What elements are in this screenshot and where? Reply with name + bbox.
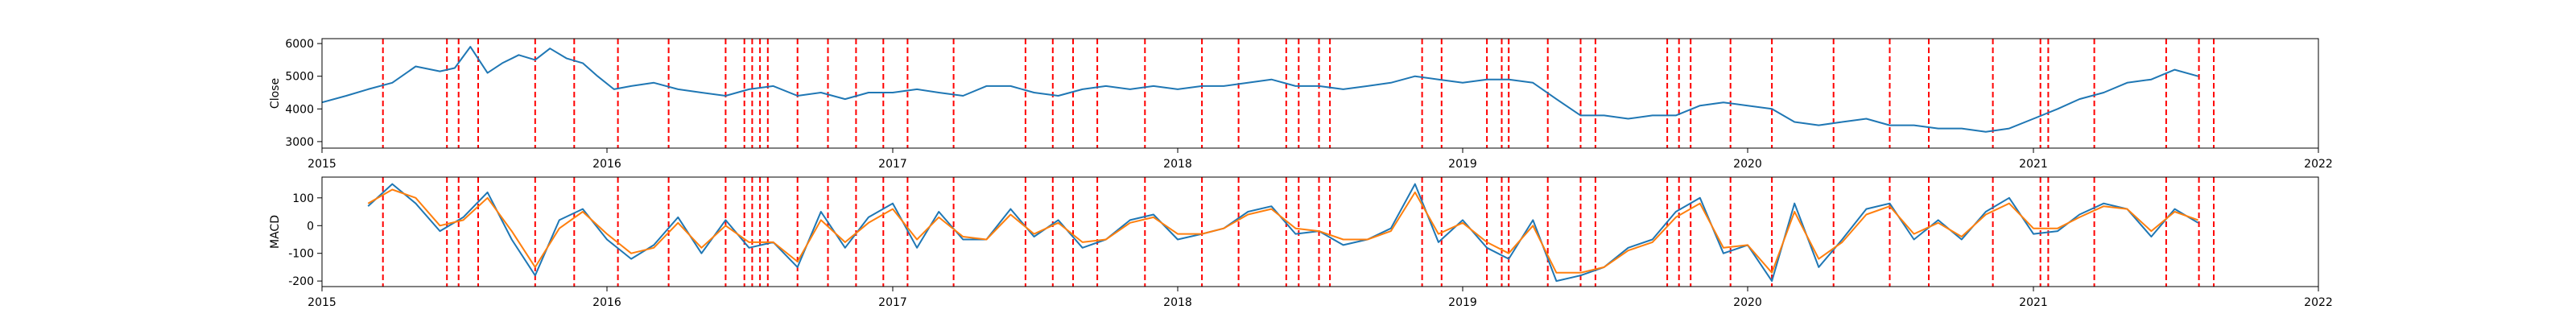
x-tick-label: 2018 — [1163, 158, 1192, 171]
y-tick-label: 4000 — [285, 103, 314, 116]
series-line — [367, 188, 2198, 274]
y-tick-label: 0 — [307, 220, 314, 233]
x-tick-label: 2019 — [1448, 296, 1477, 309]
y-axis-label: MACD — [269, 215, 282, 249]
y-tick-label: 5000 — [285, 71, 314, 84]
series-line — [367, 183, 2199, 283]
series-lines — [321, 46, 2198, 133]
x-tick-label: 2021 — [2019, 158, 2048, 171]
signal-lines — [382, 39, 2215, 148]
x-tick-label: 2018 — [1163, 296, 1192, 309]
series-line — [321, 46, 2198, 133]
macd-panel: 2015 2016 2017 2018 2019 2020 2021 2022 -200 -100… — [269, 176, 2333, 309]
y-tick-label: -100 — [288, 248, 314, 261]
x-tick-label: 2015 — [308, 158, 336, 171]
x-tick-label: 2022 — [2304, 158, 2333, 171]
x-tick-label: 2017 — [878, 158, 907, 171]
x-tick-label: 2021 — [2019, 296, 2048, 309]
x-tick-label: 2016 — [592, 158, 621, 171]
signal-lines — [382, 177, 2215, 287]
x-tick-label: 2020 — [1733, 296, 1762, 309]
plot-frame — [321, 38, 2319, 149]
y-tick-label: 100 — [292, 192, 314, 205]
x-tick-label: 2017 — [878, 296, 907, 309]
x-tick-label: 2016 — [592, 296, 621, 309]
y-tick-label: -200 — [288, 275, 314, 288]
axes: 2015 2016 2017 2018 2019 2020 2021 2022 -200 -100… — [288, 192, 2333, 309]
x-tick-label: 2020 — [1733, 158, 1762, 171]
x-tick-label: 2015 — [308, 296, 336, 309]
series-lines — [367, 183, 2199, 283]
y-tick-label: 6000 — [285, 38, 314, 51]
x-tick-label: 2019 — [1448, 158, 1477, 171]
plot-frame — [321, 176, 2319, 287]
axes: 2015 2016 2017 2018 2019 2020 2021 2022 3000 4000… — [285, 38, 2332, 171]
y-axis-label: Close — [269, 78, 282, 109]
y-tick-label: 3000 — [285, 136, 314, 149]
x-tick-label: 2022 — [2304, 296, 2333, 309]
close-price-panel: 2015 2016 2017 2018 2019 2020 2021 2022 3000 4000… — [269, 38, 2333, 171]
